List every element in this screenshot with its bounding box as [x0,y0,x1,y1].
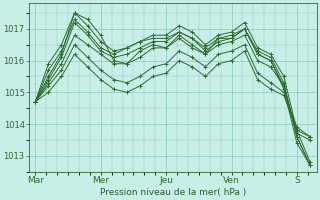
X-axis label: Pression niveau de la mer( hPa ): Pression niveau de la mer( hPa ) [100,188,246,197]
